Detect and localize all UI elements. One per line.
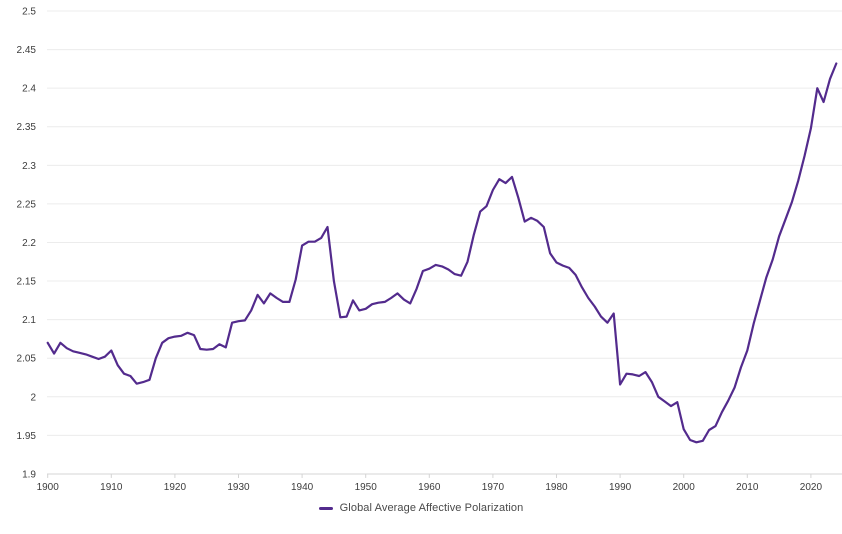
gridlines — [47, 10, 842, 475]
x-tick-label: 1960 — [418, 482, 441, 493]
legend-line-marker — [318, 506, 333, 510]
y-tick-label: 2.1 — [22, 315, 36, 326]
y-tick-label: 2.2 — [22, 238, 36, 249]
x-tick-label: 1970 — [482, 482, 505, 493]
x-tick-label: 1980 — [545, 482, 568, 493]
x-axis-tick-labels: 1900 1910 1920 1930 1940 1950 1960 1970 1980 1990… — [37, 473, 823, 493]
y-tick-label: 2.25 — [17, 199, 37, 210]
series-line-global-average-affective-polarization — [46, 62, 838, 444]
y-tick-label: 2 — [30, 392, 36, 403]
x-tick-label: 1950 — [355, 482, 378, 493]
x-tick-label: 1940 — [291, 482, 314, 493]
y-tick-label: 2.15 — [17, 277, 37, 288]
x-tick-label: 1920 — [164, 482, 187, 493]
y-tick-label: 1.9 — [22, 469, 36, 480]
x-tick-label: 2000 — [673, 482, 696, 493]
x-tick-label: 2020 — [800, 482, 823, 493]
legend: Global Average Affective Polarization — [0, 502, 842, 514]
x-tick-label: 1930 — [227, 482, 250, 493]
y-tick-label: 2.4 — [22, 84, 36, 95]
x-tick-label: 1910 — [100, 482, 123, 493]
y-tick-label: 1.95 — [17, 431, 37, 442]
x-tick-label: 1990 — [609, 482, 632, 493]
x-tick-label: 1900 — [37, 482, 60, 493]
y-tick-label: 2.3 — [22, 161, 36, 172]
y-tick-label: 2.35 — [17, 122, 37, 133]
y-tick-label: 2.5 — [22, 7, 36, 18]
x-tick-label: 2010 — [736, 482, 759, 493]
y-tick-label: 2.45 — [17, 45, 37, 56]
y-axis-tick-labels: 2.5 2.45 2.4 2.35 2.3 2.25 2.2 2.15 2.1 2.05 2 1.95… — [17, 7, 37, 481]
legend-label: Global Average Affective Polarization — [339, 502, 524, 514]
y-tick-label: 2.05 — [17, 354, 37, 365]
